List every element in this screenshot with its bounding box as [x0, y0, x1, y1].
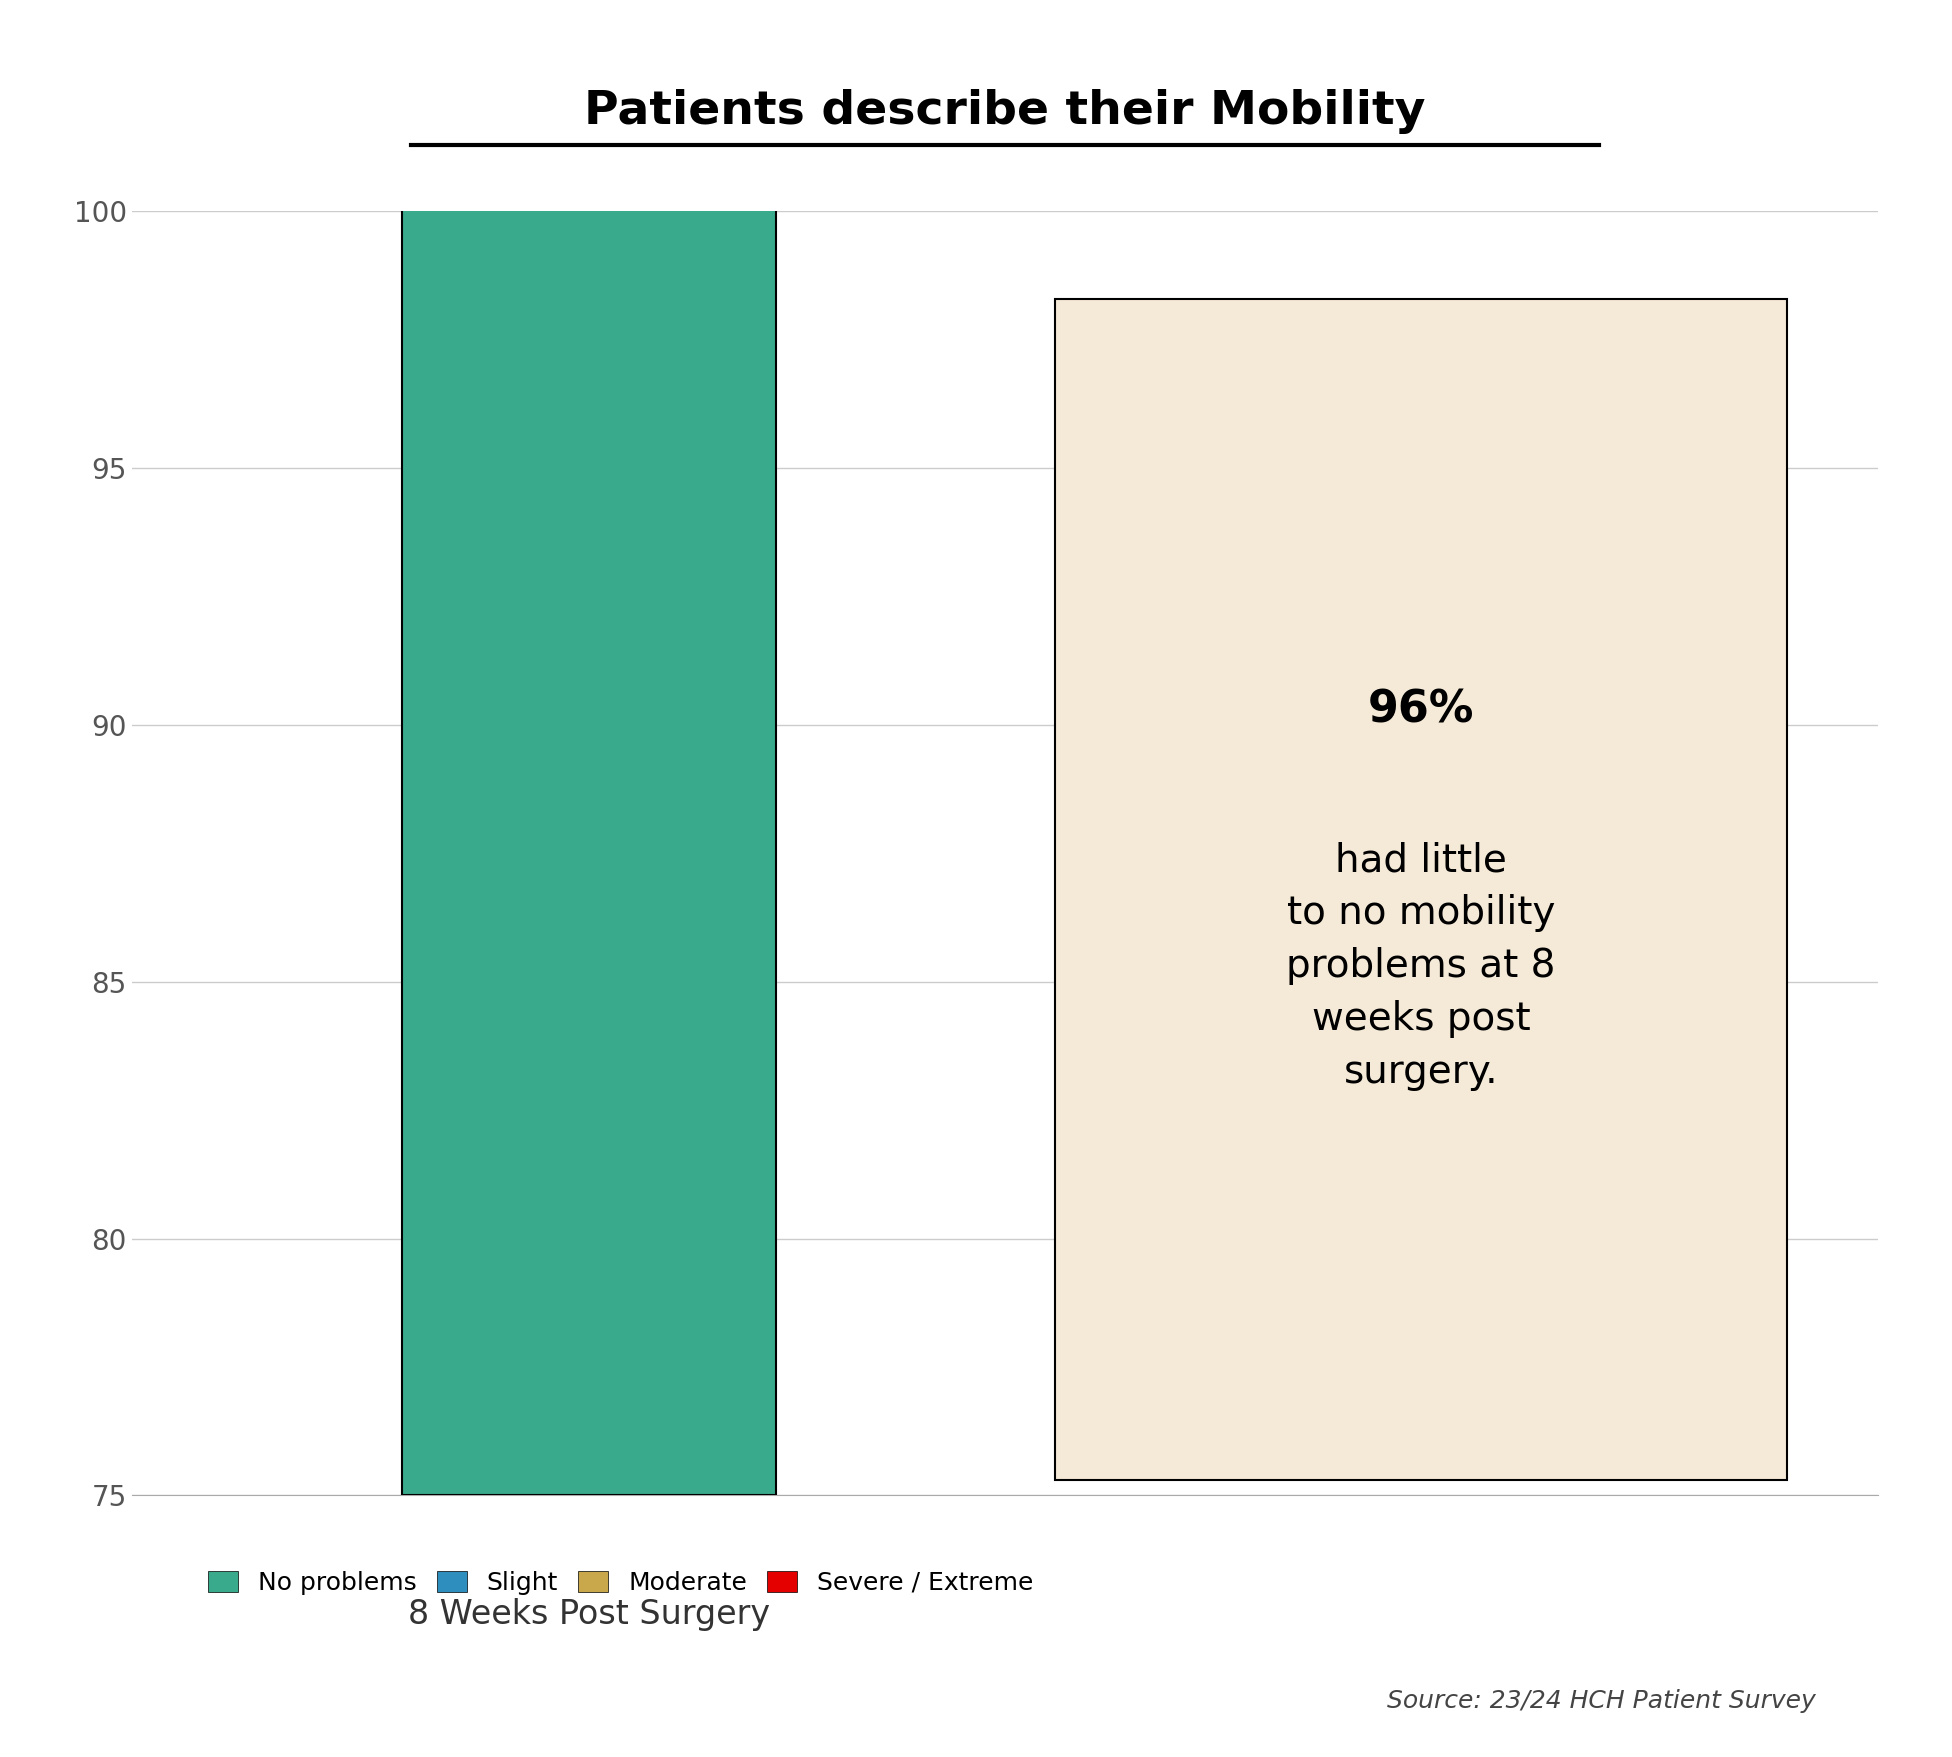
Legend: No problems, Slight, Moderate, Severe / Extreme: No problems, Slight, Moderate, Severe / … — [197, 1560, 1044, 1604]
Bar — [402, 0, 777, 1495]
FancyBboxPatch shape — [1054, 299, 1786, 1479]
Text: 96%: 96% — [1368, 689, 1474, 731]
Text: Source: 23/24 HCH Patient Survey: Source: 23/24 HCH Patient Survey — [1386, 1688, 1815, 1713]
Text: Patients describe their Mobility: Patients describe their Mobility — [584, 90, 1425, 135]
Text: 8 Weeks Post Surgery: 8 Weeks Post Surgery — [408, 1599, 771, 1630]
Text: had little
to no mobility
problems at 8
weeks post
surgery.: had little to no mobility problems at 8 … — [1286, 842, 1556, 1091]
